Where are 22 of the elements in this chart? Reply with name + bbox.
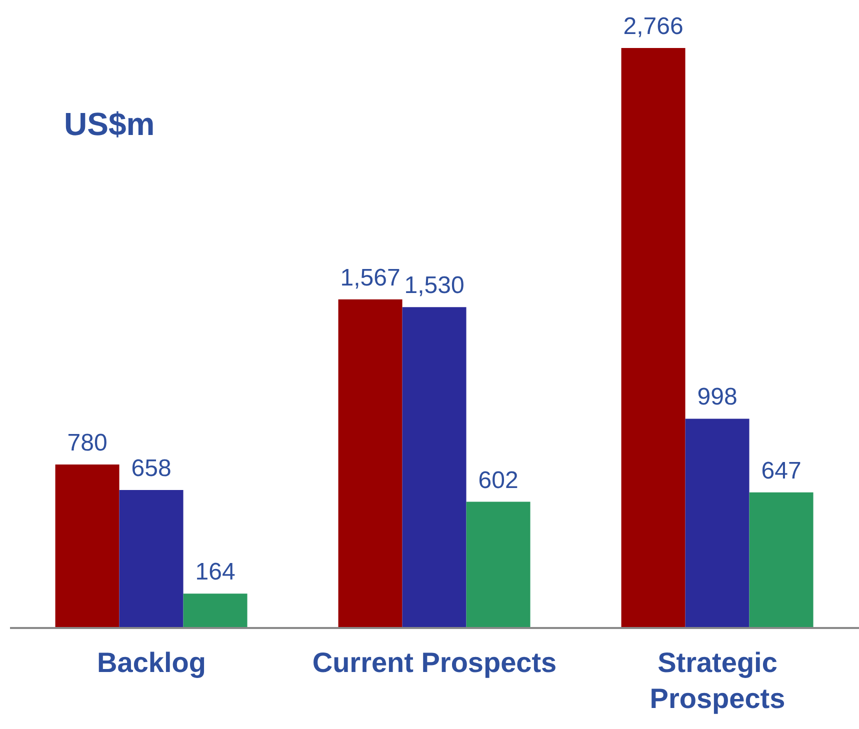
x-tick-label: Backlog <box>97 647 206 678</box>
data-label: 1,530 <box>404 272 464 300</box>
x-tick-label: Strategic Prospects <box>650 647 786 714</box>
data-label: 998 <box>697 384 738 411</box>
bar <box>402 307 466 628</box>
bar <box>621 48 686 628</box>
bar <box>338 299 402 628</box>
data-label: 602 <box>478 466 518 494</box>
bar <box>119 490 184 628</box>
y-axis-title: US$m <box>64 106 155 143</box>
data-label: 164 <box>195 558 236 586</box>
x-tick-label: Current Prospects <box>312 647 557 678</box>
data-label: 647 <box>761 457 802 484</box>
bar <box>183 594 248 628</box>
data-label: 2,766 <box>623 13 684 40</box>
bar <box>55 464 120 628</box>
data-label: 1,567 <box>340 264 400 292</box>
bar <box>685 418 750 628</box>
data-label: 658 <box>131 455 172 482</box>
data-label: 780 <box>67 429 108 456</box>
bar <box>749 492 814 628</box>
bar <box>466 502 530 628</box>
